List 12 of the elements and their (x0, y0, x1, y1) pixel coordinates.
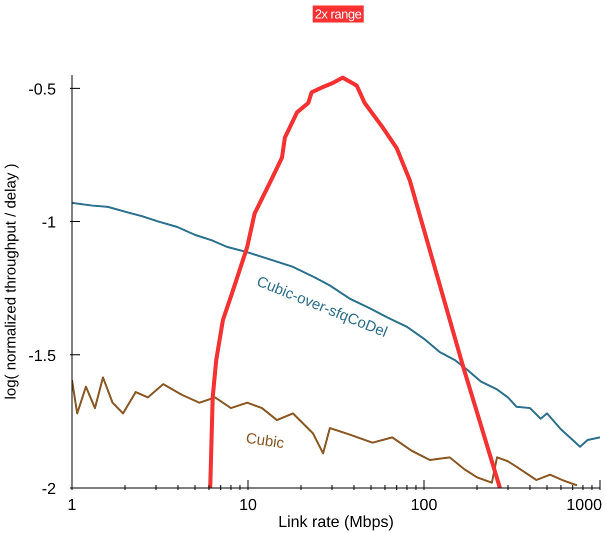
y-tick-label: -2 (42, 481, 56, 498)
y-tick-label: -1 (42, 214, 56, 232)
x-tick-label: 100 (410, 497, 438, 514)
y-tick-label: -0.5 (28, 81, 56, 98)
text: 2x range (312, 6, 364, 22)
x-tick-label: 10 (239, 497, 257, 514)
y-tick-label: -1.5 (28, 348, 56, 365)
x-tick-label: 1000 (566, 497, 602, 514)
y-axis-title: log( normalized throughput / delay ) (2, 164, 20, 400)
text: Cubic (244, 430, 286, 452)
x-axis-title: Link rate (Mbps) (278, 514, 394, 531)
x-tick-label: 1 (68, 497, 77, 514)
